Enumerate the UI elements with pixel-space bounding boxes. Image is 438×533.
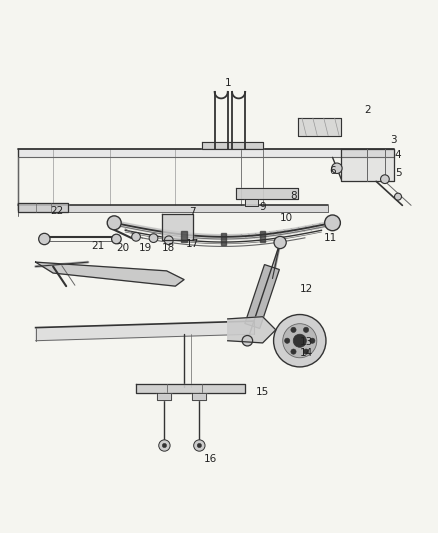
Circle shape xyxy=(291,327,296,333)
Circle shape xyxy=(325,215,340,231)
Text: 11: 11 xyxy=(324,233,337,243)
Text: 9: 9 xyxy=(259,201,266,212)
Text: 8: 8 xyxy=(290,191,297,201)
Circle shape xyxy=(381,175,389,183)
Text: 13: 13 xyxy=(300,337,313,346)
Text: 20: 20 xyxy=(117,243,130,253)
Polygon shape xyxy=(228,317,276,343)
Polygon shape xyxy=(341,149,394,157)
Polygon shape xyxy=(18,205,328,212)
Text: 19: 19 xyxy=(139,243,152,253)
Polygon shape xyxy=(192,393,206,400)
Text: 3: 3 xyxy=(390,135,397,145)
Polygon shape xyxy=(157,393,171,400)
Text: 6: 6 xyxy=(329,166,336,176)
Circle shape xyxy=(194,440,205,451)
Polygon shape xyxy=(201,142,263,149)
Polygon shape xyxy=(341,149,394,181)
Circle shape xyxy=(304,349,309,354)
Circle shape xyxy=(293,334,306,348)
Circle shape xyxy=(291,349,296,354)
Text: 15: 15 xyxy=(256,387,269,397)
Polygon shape xyxy=(245,264,279,328)
Polygon shape xyxy=(35,262,184,286)
Text: 16: 16 xyxy=(204,455,217,464)
Polygon shape xyxy=(18,203,68,212)
Circle shape xyxy=(304,327,309,333)
Circle shape xyxy=(132,232,141,241)
Circle shape xyxy=(197,443,201,448)
Polygon shape xyxy=(181,231,187,243)
Polygon shape xyxy=(245,199,258,206)
Circle shape xyxy=(39,233,50,245)
Text: 22: 22 xyxy=(50,206,63,216)
Circle shape xyxy=(164,236,173,245)
Text: 21: 21 xyxy=(91,240,104,251)
Circle shape xyxy=(274,314,326,367)
Text: 5: 5 xyxy=(395,168,401,177)
Text: 17: 17 xyxy=(186,239,199,249)
Polygon shape xyxy=(237,188,297,199)
Circle shape xyxy=(310,338,315,343)
Polygon shape xyxy=(35,321,254,341)
Circle shape xyxy=(285,338,290,343)
Polygon shape xyxy=(260,231,265,243)
Polygon shape xyxy=(297,118,341,135)
Circle shape xyxy=(283,324,317,358)
Circle shape xyxy=(332,163,342,174)
Circle shape xyxy=(395,193,402,200)
Polygon shape xyxy=(136,384,245,393)
Circle shape xyxy=(159,440,170,451)
Text: 10: 10 xyxy=(280,213,293,223)
Circle shape xyxy=(112,234,121,244)
Polygon shape xyxy=(18,149,394,157)
Text: 12: 12 xyxy=(300,284,313,294)
Circle shape xyxy=(107,216,121,230)
Circle shape xyxy=(274,236,286,248)
Text: 7: 7 xyxy=(190,207,196,217)
Polygon shape xyxy=(221,233,226,245)
Text: 18: 18 xyxy=(162,243,175,253)
Polygon shape xyxy=(162,214,193,240)
Circle shape xyxy=(149,234,158,243)
Text: 4: 4 xyxy=(395,150,401,160)
Circle shape xyxy=(242,335,253,346)
Text: 14: 14 xyxy=(300,348,313,358)
Text: 1: 1 xyxy=(224,78,231,88)
Circle shape xyxy=(162,443,166,448)
Text: 2: 2 xyxy=(364,105,371,115)
